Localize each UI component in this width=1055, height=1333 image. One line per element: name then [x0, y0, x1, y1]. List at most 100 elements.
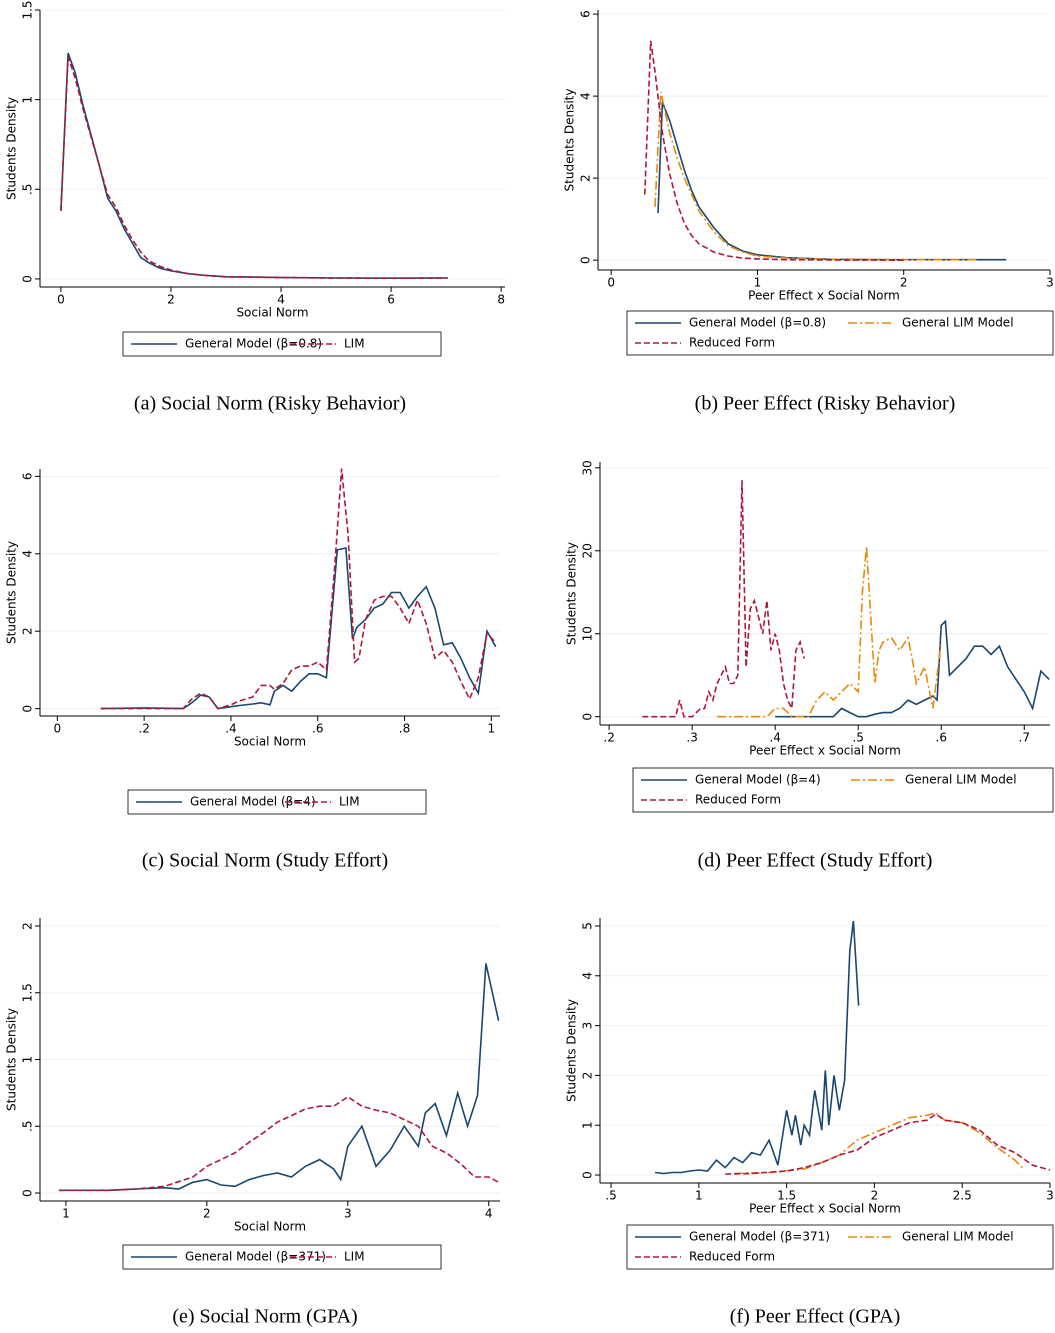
- legend-label: General LIM Model: [905, 773, 1017, 787]
- data-line: [725, 1113, 1051, 1175]
- legend-label: General Model (β=4): [190, 795, 316, 809]
- y-tick-label: .5: [21, 184, 35, 195]
- y-tick-label: .5: [21, 1121, 35, 1132]
- x-tick-label: 2: [167, 293, 175, 307]
- x-tick-label: 1: [62, 1207, 70, 1221]
- x-axis-title: Peer Effect x Social Norm: [749, 744, 901, 758]
- y-tick-label: 0: [21, 705, 35, 713]
- y-tick-label: 6: [579, 10, 593, 18]
- caption: (c) Social Norm (Study Effort): [142, 850, 388, 872]
- x-tick-label: 4: [485, 1207, 493, 1221]
- data-line: [100, 468, 497, 710]
- caption: (e) Social Norm (GPA): [172, 1306, 357, 1328]
- x-tick-label: 2: [203, 1207, 211, 1221]
- panel: 0 .5 1 1.5 0 2 4 6 8 Social Norm Students Density G…: [5, 0, 505, 415]
- x-tick-label: 2: [900, 276, 908, 290]
- y-tick-label: 2: [21, 922, 35, 930]
- x-axis-title: Social Norm: [236, 306, 308, 320]
- x-tick-label: .2: [138, 722, 149, 736]
- y-tick-label: 5: [581, 922, 595, 930]
- y-axis-title: Students Density: [565, 999, 579, 1102]
- y-tick-label: 0: [579, 256, 593, 264]
- y-tick-label: 0: [21, 275, 35, 283]
- x-tick-label: .5: [852, 731, 863, 745]
- panel: 0 2 4 6 0 1 2 3 Peer Effect x Social Norm Student…: [563, 10, 1054, 415]
- x-tick-label: 0: [57, 293, 65, 307]
- x-tick-label: 1.5: [777, 1189, 796, 1203]
- x-axis-title: Social Norm: [234, 735, 306, 749]
- y-tick-label: 0: [21, 1189, 35, 1197]
- legend-label: LIM: [344, 1250, 365, 1264]
- y-tick-label: 4: [581, 972, 595, 980]
- x-tick-label: .7: [1019, 731, 1030, 745]
- y-tick-label: 1.5: [21, 0, 35, 19]
- legend-box: [626, 1224, 1054, 1270]
- legend-label: LIM: [339, 795, 360, 809]
- legend-box: [626, 310, 1054, 356]
- y-tick-label: 2: [581, 1072, 595, 1080]
- x-tick-label: 4: [277, 293, 285, 307]
- data-line: [654, 920, 860, 1175]
- data-line: [58, 963, 500, 1192]
- x-tick-label: 3: [344, 1207, 352, 1221]
- legend-label: Reduced Form: [689, 1250, 775, 1264]
- x-tick-label: .3: [686, 731, 697, 745]
- y-tick-label: 10: [581, 626, 595, 641]
- legend-label: General Model (β=371): [689, 1230, 830, 1244]
- x-axis-title: Peer Effect x Social Norm: [748, 289, 900, 303]
- legend-label: Reduced Form: [689, 336, 775, 350]
- y-axis-title: Students Density: [563, 89, 577, 192]
- legend-label: LIM: [344, 337, 365, 351]
- y-tick-label: 0: [581, 713, 595, 721]
- y-tick-label: 3: [581, 1022, 595, 1030]
- legend-label: General Model (β=0.8): [689, 316, 826, 330]
- caption: (a) Social Norm (Risky Behavior): [134, 393, 406, 415]
- y-tick-label: 20: [581, 543, 595, 558]
- y-tick-label: 2: [579, 174, 593, 182]
- data-line: [717, 546, 942, 718]
- panel: 0 1 2 3 4 5 .5 1 1.5 2 2.5 3 Peer Effect x Social No…: [565, 918, 1054, 1328]
- panel: 0 .5 1 1.5 2 1 2 3 4 Social Norm Students Density G…: [5, 918, 500, 1328]
- data-line: [644, 40, 904, 261]
- x-axis-title: Peer Effect x Social Norm: [749, 1202, 901, 1216]
- legend-box: [632, 767, 1054, 813]
- legend-box: [122, 1244, 442, 1270]
- y-tick-label: 1: [21, 96, 35, 104]
- y-tick-label: 4: [21, 550, 35, 558]
- panel: 0 10 20 30 .2 .3 .4 .5 .6 .7 Peer Effect x Social …: [565, 460, 1054, 872]
- legend-label: Reduced Form: [695, 793, 781, 807]
- x-tick-label: 8: [497, 293, 505, 307]
- caption: (b) Peer Effect (Risky Behavior): [695, 393, 956, 415]
- x-tick-label: 0: [54, 722, 62, 736]
- y-tick-label: 1: [21, 1056, 35, 1064]
- x-tick-label: .4: [225, 722, 236, 736]
- data-line: [642, 480, 805, 718]
- x-tick-label: 2: [871, 1189, 879, 1203]
- y-axis-title: Students Density: [5, 541, 19, 644]
- data-line: [58, 1095, 499, 1192]
- y-axis-title: Students Density: [565, 542, 579, 645]
- y-tick-label: 6: [21, 473, 35, 481]
- legend-label: General Model (β=371): [185, 1250, 326, 1264]
- y-axis-title: Students Density: [5, 97, 19, 200]
- x-tick-label: .2: [603, 731, 614, 745]
- data-line: [733, 1111, 1025, 1175]
- x-tick-label: 2.5: [953, 1189, 972, 1203]
- x-tick-label: .5: [605, 1189, 616, 1203]
- data-line: [657, 102, 1007, 261]
- y-tick-label: 2: [21, 627, 35, 635]
- x-tick-label: .4: [769, 731, 780, 745]
- x-tick-label: .8: [399, 722, 410, 736]
- data-line: [654, 91, 977, 261]
- y-tick-label: 30: [581, 460, 595, 475]
- x-tick-label: 3: [1046, 1189, 1054, 1203]
- x-tick-label: 3: [1046, 276, 1054, 290]
- panel: 0 2 4 6 0 .2 .4 .6 .8 1 Social Norm Students Densit…: [5, 468, 500, 872]
- x-tick-label: 1: [695, 1189, 703, 1203]
- x-tick-label: 1: [754, 276, 762, 290]
- x-tick-label: .6: [312, 722, 323, 736]
- x-tick-label: 6: [387, 293, 395, 307]
- legend-label: General LIM Model: [902, 1230, 1014, 1244]
- y-axis-title: Students Density: [5, 1008, 19, 1111]
- x-tick-label: 1: [488, 722, 496, 736]
